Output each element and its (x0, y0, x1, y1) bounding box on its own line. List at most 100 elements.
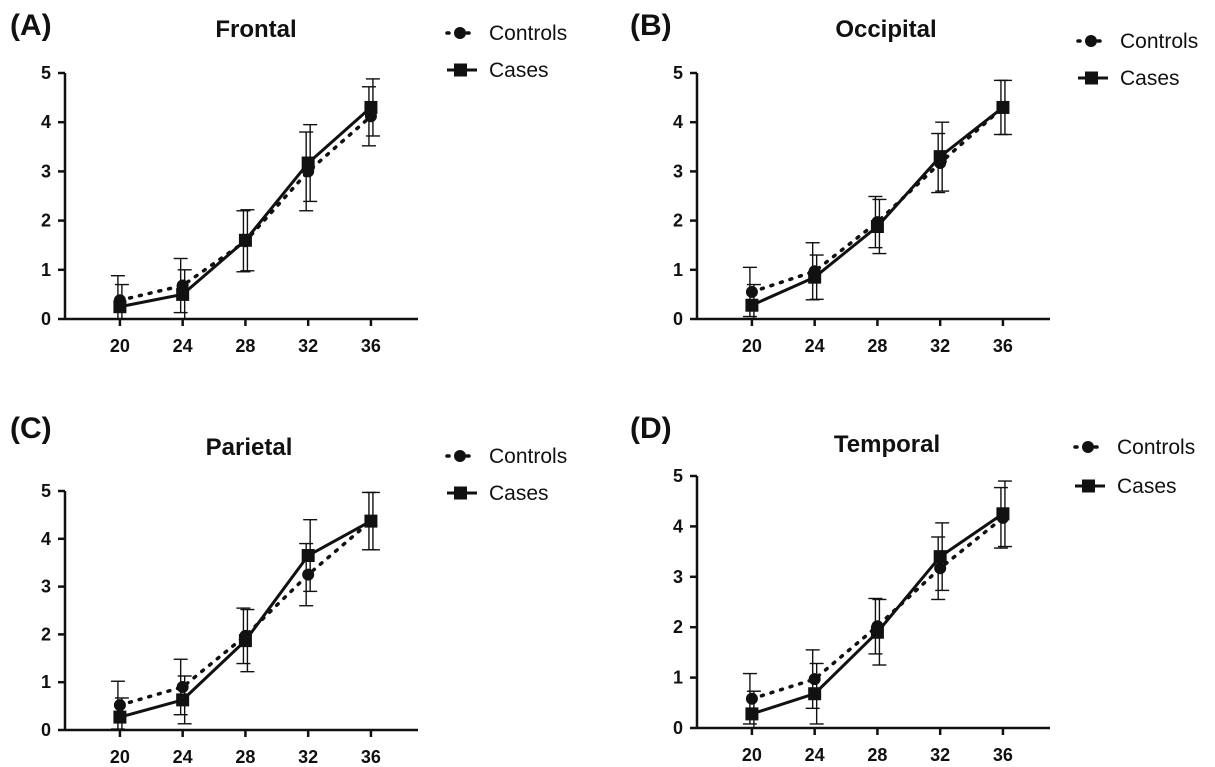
y-tick-label: 5 (673, 63, 683, 83)
y-tick-label: 1 (41, 260, 51, 280)
data-point-controls (745, 692, 758, 705)
panel-letter: (A) (10, 9, 52, 42)
data-point-cases (113, 710, 127, 724)
data-point-cases (933, 550, 947, 564)
y-tick-label: 3 (673, 161, 683, 181)
data-point-cases (238, 233, 252, 247)
y-tick-label: 2 (41, 211, 51, 231)
y-tick-label: 0 (41, 309, 51, 329)
chart-title: Parietal (206, 434, 293, 461)
y-tick-label: 2 (673, 211, 683, 231)
x-tick-label: 32 (298, 336, 318, 356)
y-tick-label: 4 (673, 516, 683, 536)
series-line-cases (751, 106, 1004, 307)
legend-label-cases: Cases (489, 482, 549, 505)
data-point-cases (933, 150, 947, 164)
x-tick-label: 32 (930, 336, 950, 356)
legend-marker-controls (454, 27, 466, 39)
x-tick-label: 20 (110, 336, 130, 356)
chart-panel-2: (B) Occipital 0 1 2 3 4 5 20 24 28 32 36 Controls Case… (630, 9, 1198, 356)
legend-marker-controls (1085, 35, 1097, 47)
x-tick-label: 20 (742, 745, 762, 765)
data-point-cases (364, 514, 378, 528)
y-tick-label: 3 (673, 567, 683, 587)
x-tick-label: 24 (805, 745, 825, 765)
x-tick-label: 28 (867, 745, 887, 765)
x-tick-label: 28 (867, 336, 887, 356)
chart-title: Temporal (834, 431, 940, 458)
data-point-controls (302, 568, 315, 581)
panel-letter: (C) (10, 412, 52, 445)
y-tick-label: 5 (41, 63, 51, 83)
x-tick-label: 24 (173, 747, 193, 767)
y-tick-label: 4 (673, 112, 683, 132)
legend-marker-controls (1082, 441, 1094, 453)
legend-label-controls: Controls (1117, 436, 1195, 459)
y-tick-label: 2 (41, 624, 51, 644)
x-tick-label: 32 (930, 745, 950, 765)
data-point-cases (176, 693, 190, 707)
y-tick-label: 0 (41, 720, 51, 740)
legend-marker-cases (1082, 479, 1095, 493)
y-tick-label: 5 (41, 481, 51, 501)
data-point-cases (176, 287, 190, 301)
series-line-cases (119, 106, 372, 309)
panel-letter: (D) (630, 412, 672, 445)
chart-panel-4: (D) Temporal 0 1 2 3 4 5 20 24 28 32 36 Controls Cases (630, 412, 1195, 765)
data-point-cases (808, 270, 822, 284)
y-tick-label: 0 (673, 309, 683, 329)
data-point-cases (996, 100, 1010, 114)
data-point-cases (870, 625, 884, 639)
data-point-cases (238, 634, 252, 648)
data-point-controls (808, 673, 821, 686)
x-tick-label: 36 (993, 336, 1013, 356)
data-point-cases (301, 156, 315, 170)
y-tick-label: 0 (673, 718, 683, 738)
panel-letter: (B) (630, 9, 672, 42)
legend-label-controls: Controls (489, 445, 567, 468)
series-line-controls (118, 114, 373, 303)
data-point-controls (934, 562, 947, 575)
data-point-controls (176, 680, 189, 693)
x-tick-label: 36 (361, 747, 381, 767)
data-point-controls (113, 699, 126, 712)
series-line-cases (119, 519, 372, 719)
data-point-cases (808, 687, 822, 701)
chart-panel-1: (A) Frontal 0 1 2 3 4 5 20 24 28 32 36 Controls Cases (10, 9, 567, 356)
y-tick-label: 1 (41, 672, 51, 692)
legend-marker-controls (454, 450, 466, 462)
series-line-cases (751, 512, 1004, 716)
legend-marker-cases (1085, 71, 1098, 85)
chart-title: Frontal (215, 16, 296, 43)
y-tick-label: 2 (673, 617, 683, 637)
data-point-controls (745, 285, 758, 298)
x-tick-label: 20 (742, 336, 762, 356)
y-tick-label: 4 (41, 112, 51, 132)
x-tick-label: 28 (235, 336, 255, 356)
y-tick-label: 1 (673, 260, 683, 280)
series-line-controls (118, 519, 373, 707)
x-tick-label: 28 (235, 747, 255, 767)
x-tick-label: 32 (298, 747, 318, 767)
legend-marker-cases (454, 63, 467, 77)
x-tick-label: 24 (173, 336, 193, 356)
data-point-cases (364, 100, 378, 114)
x-tick-label: 20 (110, 747, 130, 767)
data-point-cases (745, 298, 759, 312)
x-tick-label: 36 (993, 745, 1013, 765)
x-tick-label: 36 (361, 336, 381, 356)
y-tick-label: 4 (41, 529, 51, 549)
data-point-cases (996, 507, 1010, 521)
y-tick-label: 3 (41, 161, 51, 181)
y-tick-label: 1 (673, 668, 683, 688)
data-point-cases (113, 300, 127, 314)
chart-title: Occipital (835, 16, 936, 43)
legend-label-cases: Cases (1120, 67, 1180, 90)
data-point-cases (745, 707, 759, 721)
series-line-controls (750, 516, 1005, 701)
legend-marker-cases (454, 486, 467, 500)
legend-label-cases: Cases (1117, 475, 1177, 498)
chart-panel-3: (C) Parietal 0 1 2 3 4 5 20 24 28 32 36 Controls Cases (10, 412, 567, 767)
data-point-cases (301, 549, 315, 563)
